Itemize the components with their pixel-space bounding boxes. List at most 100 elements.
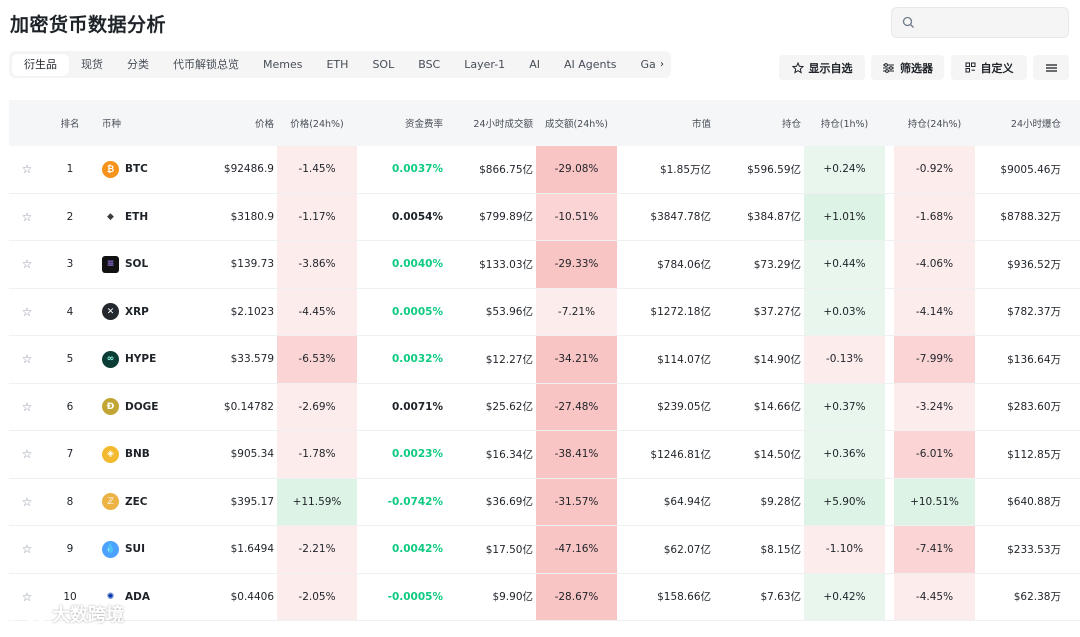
- market-cap: $239.05亿: [657, 401, 711, 414]
- tab-item[interactable]: SOL: [372, 57, 395, 71]
- favorite-star-icon[interactable]: ☆: [21, 162, 33, 177]
- liquidation-24h: $233.53万: [1007, 543, 1061, 556]
- column-header[interactable]: 市值: [691, 119, 711, 130]
- market-cap: $1246.81亿: [650, 448, 711, 461]
- coin-symbol[interactable]: SOL: [125, 258, 149, 271]
- sliders-icon: [1045, 63, 1057, 72]
- rank-value: 7: [66, 448, 74, 461]
- table-row[interactable]: ☆ 6 Ð DOGE $0.14782 -2.69% 0.0071% $25.62亿 -27.4…: [9, 383, 1080, 431]
- table-row[interactable]: ☆ 4 ✕ XRP $2.1023 -4.45% 0.0005% $53.96亿 -7.21% $…: [9, 288, 1080, 336]
- favorite-star-icon[interactable]: ☆: [21, 209, 33, 224]
- price-value: $2.1023: [230, 305, 274, 318]
- coin-symbol[interactable]: XRP: [125, 305, 149, 318]
- watchlist-button[interactable]: 显示自选: [779, 55, 865, 80]
- coin-symbol[interactable]: ZEC: [125, 495, 148, 508]
- search-icon: [902, 16, 914, 28]
- table-row[interactable]: ☆ 8 ℤ ZEC $395.17 +11.59% -0.0742% $36.69亿 -31.5…: [9, 478, 1080, 526]
- volume-change-24h: -31.57%: [536, 478, 617, 525]
- coin-symbol[interactable]: HYPE: [125, 353, 157, 366]
- table-header: 排名 币种 价格 价格(24h%) 资金费率 24小时成交额 成交额(24h%) 市值 持仓 持仓…: [9, 100, 1080, 146]
- coin-cell: ∞ HYPE: [102, 336, 202, 383]
- table-body: ☆ 1 ₿ BTC $92486.9 -1.45% 0.0037% $866.75亿 -29.0…: [9, 146, 1080, 621]
- price-change-24h: -6.53%: [277, 336, 357, 383]
- tab-item[interactable]: 衍生品: [12, 53, 69, 76]
- coin-cell: ≡ SOL: [102, 241, 202, 288]
- tab-item[interactable]: 分类: [127, 57, 149, 71]
- search-input[interactable]: [891, 7, 1069, 38]
- tab-item[interactable]: Memes: [263, 57, 303, 71]
- tab-item[interactable]: Layer-1: [464, 57, 506, 71]
- price-value: $92486.9: [223, 163, 274, 176]
- column-header[interactable]: 24小时成交额: [473, 119, 533, 130]
- favorite-star-icon[interactable]: ☆: [21, 542, 33, 557]
- oi-change-1h: +0.37%: [804, 383, 885, 430]
- oi-change-1h: +0.44%: [804, 241, 885, 288]
- oi-change-1h: +0.24%: [804, 146, 885, 193]
- oi-change-1h: +5.90%: [804, 478, 885, 525]
- customize-button[interactable]: 自定义: [951, 55, 1027, 80]
- coin-symbol[interactable]: BTC: [125, 163, 148, 176]
- favorite-star-icon[interactable]: ☆: [21, 447, 33, 462]
- coin-symbol[interactable]: BNB: [125, 448, 150, 461]
- price-change-24h: -2.21%: [277, 526, 357, 573]
- column-header[interactable]: 持仓: [781, 119, 801, 130]
- solana-icon: ≡: [102, 255, 119, 273]
- volume-24h: $12.27亿: [485, 353, 533, 366]
- rank-value: 4: [66, 305, 74, 318]
- column-header[interactable]: 持仓(24h%): [907, 119, 962, 130]
- column-header[interactable]: 价格(24h%): [290, 119, 344, 130]
- volume-change-24h: -38.41%: [536, 431, 617, 478]
- favorite-star-icon[interactable]: ☆: [21, 399, 33, 414]
- column-header[interactable]: 成交额(24h%): [544, 119, 609, 130]
- filter-button[interactable]: 筛选器: [871, 55, 944, 80]
- column-header[interactable]: 资金费率: [404, 119, 443, 130]
- rank-value: 1: [66, 163, 74, 176]
- coin-symbol[interactable]: ETH: [125, 210, 149, 223]
- price-change-24h: -1.45%: [277, 146, 357, 193]
- tab-item[interactable]: 现货: [81, 57, 103, 71]
- coin-symbol[interactable]: ADA: [125, 590, 150, 603]
- tab-item[interactable]: ETH: [326, 57, 349, 71]
- favorite-star-icon[interactable]: ☆: [21, 304, 33, 319]
- column-header[interactable]: 24小时爆仓: [1010, 119, 1061, 130]
- oi-change-24h: -6.01%: [894, 431, 975, 478]
- tab-item[interactable]: Ga: [640, 57, 656, 71]
- funding-rate: 0.0005%: [391, 305, 443, 318]
- tab-item[interactable]: AI Agents: [563, 57, 617, 71]
- favorite-star-icon[interactable]: ☆: [21, 589, 33, 604]
- favorite-star-icon[interactable]: ☆: [21, 494, 33, 509]
- market-cap: $64.94亿: [663, 496, 711, 509]
- liquidation-24h: $782.37万: [1007, 306, 1061, 319]
- coin-symbol[interactable]: DOGE: [125, 400, 159, 413]
- liquidation-24h: $8788.32万: [1000, 211, 1061, 224]
- table-row[interactable]: ☆ 1 ₿ BTC $92486.9 -1.45% 0.0037% $866.75亿 -29.0…: [9, 146, 1080, 194]
- table-row[interactable]: ☆ 2 ◆ ETH $3180.9 -1.17% 0.0054% $799.89亿 -10.51…: [9, 193, 1080, 241]
- tab-item[interactable]: BSC: [418, 57, 441, 71]
- tab-item[interactable]: AI: [529, 57, 540, 71]
- rank-value: 10: [63, 590, 77, 603]
- open-interest: $8.15亿: [760, 543, 801, 556]
- favorite-star-icon[interactable]: ☆: [21, 352, 33, 367]
- table-row[interactable]: ☆ 10 ✺ ADA $0.4406 -2.05% -0.0005% $9.90亿 -28.67…: [9, 573, 1080, 621]
- column-header[interactable]: 币种: [102, 119, 122, 130]
- settings-button[interactable]: [1033, 55, 1069, 80]
- coin-symbol[interactable]: SUI: [125, 543, 145, 556]
- tab-item[interactable]: 代币解锁总览: [173, 57, 239, 71]
- column-header[interactable]: 排名: [60, 119, 80, 130]
- table-row[interactable]: ☆ 5 ∞ HYPE $33.579 -6.53% 0.0032% $12.27亿 -34.21…: [9, 336, 1080, 384]
- table-row[interactable]: ☆ 7 ◈ BNB $905.34 -1.78% 0.0023% $16.34亿 -38.41%…: [9, 431, 1080, 479]
- oi-change-24h: -7.41%: [894, 526, 975, 573]
- price-value: $395.17: [230, 495, 274, 508]
- column-header[interactable]: 持仓(1h%): [820, 119, 869, 130]
- price-value: $139.73: [230, 258, 274, 271]
- column-header[interactable]: 价格: [254, 119, 274, 130]
- open-interest: $14.50亿: [753, 448, 801, 461]
- volume-24h: $25.62亿: [485, 401, 533, 414]
- favorite-star-icon[interactable]: ☆: [21, 257, 33, 272]
- table-row[interactable]: ☆ 3 ≡ SOL $139.73 -3.86% 0.0040% $133.03亿 -29.33…: [9, 241, 1080, 289]
- oi-change-24h: -3.24%: [894, 383, 975, 430]
- tabs-scroll-right-icon[interactable]: ›: [660, 59, 664, 70]
- market-cap: $114.07亿: [657, 353, 711, 366]
- table-row[interactable]: ☆ 9 💧 SUI $1.6494 -2.21% 0.0042% $17.50亿 -47.16%…: [9, 526, 1080, 574]
- volume-24h: $16.34亿: [485, 448, 533, 461]
